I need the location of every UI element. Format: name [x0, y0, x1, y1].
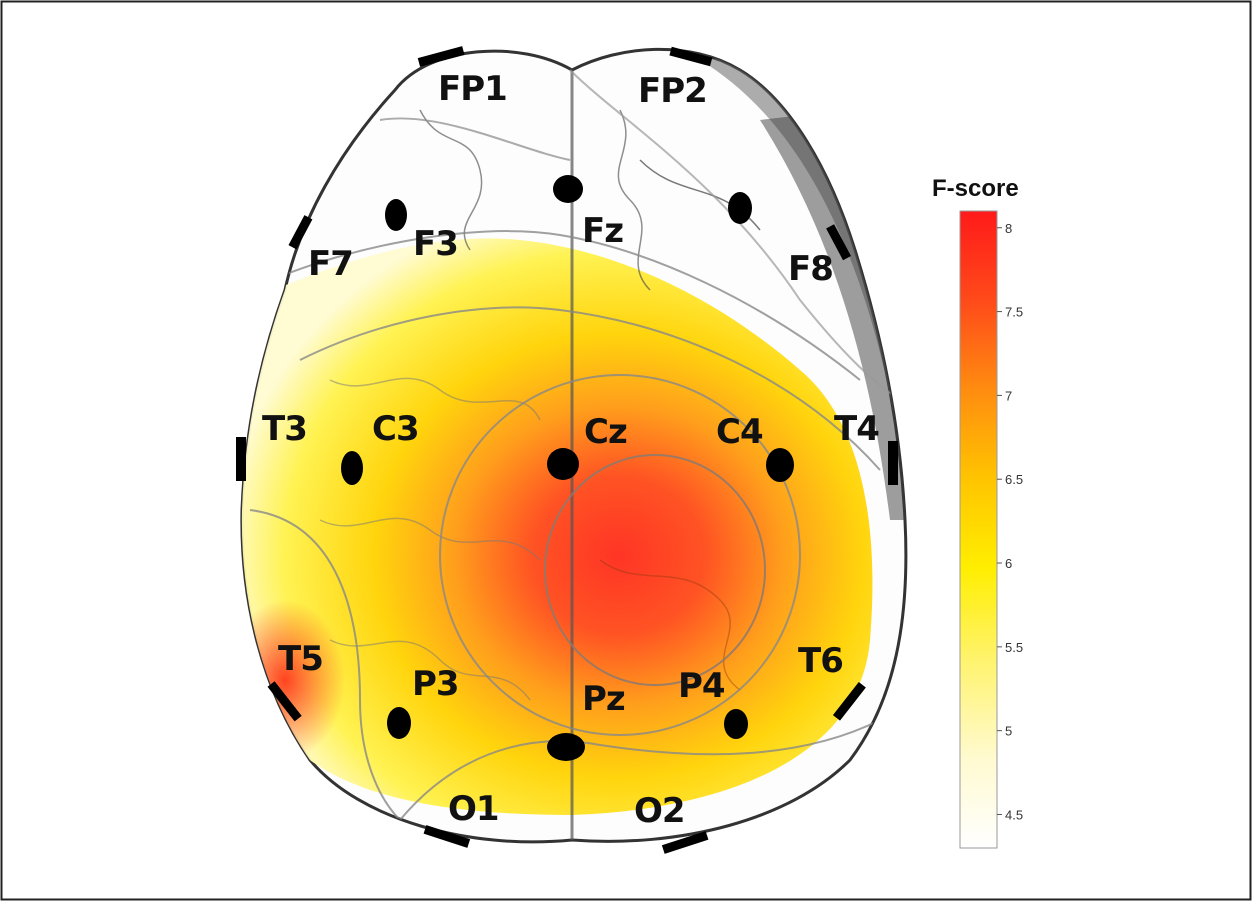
colorbar-tick-label: 8 — [1005, 221, 1012, 236]
electrode-dot-c3 — [341, 451, 363, 485]
colorbar-tick-label: 6.5 — [1005, 472, 1023, 487]
colorbar-tick-label: 7.5 — [1005, 305, 1023, 320]
electrode-label-f7: F7 — [308, 244, 353, 284]
electrode-label-fp1: FP1 — [438, 69, 507, 109]
colorbar-tick-label: 7 — [1005, 388, 1012, 403]
electrode-dot-p4 — [724, 709, 748, 739]
electrode-label-c4: C4 — [716, 412, 763, 452]
colorbar: F-score 4.5 5 5.5 6 6.5 7 7.5 8 — [932, 175, 1023, 848]
electrode-bar-t3 — [236, 437, 246, 481]
electrode-label-f8: F8 — [788, 249, 833, 289]
electrode-label-cz: Cz — [584, 412, 627, 452]
electrode-label-pz: Pz — [582, 679, 625, 719]
electrode-label-o1: O1 — [448, 789, 499, 829]
electrode-label-p4: P4 — [678, 666, 725, 706]
colorbar-tick-label: 5.5 — [1005, 640, 1023, 655]
colorbar-tick-label: 4.5 — [1005, 807, 1023, 822]
electrode-label-t4: T4 — [834, 409, 879, 449]
electrode-label-fp2: FP2 — [638, 71, 707, 111]
electrode-label-t5: T5 — [278, 639, 323, 679]
colorbar-tick-label: 5 — [1005, 724, 1012, 739]
electrode-dot-c4 — [766, 448, 794, 482]
electrode-label-t6: T6 — [798, 641, 843, 681]
colorbar-gradient — [960, 211, 997, 848]
colorbar-ticks: 4.5 5 5.5 6 6.5 7 7.5 8 — [997, 221, 1023, 823]
electrode-label-fz: Fz — [582, 211, 623, 251]
electrode-label-o2: O2 — [634, 791, 685, 831]
electrode-label-t3: T3 — [262, 409, 307, 449]
colorbar-title: F-score — [932, 175, 1019, 202]
electrode-dot-cz — [547, 448, 579, 480]
electrode-dot-pz — [547, 733, 585, 761]
electrode-bar-t4 — [888, 441, 898, 485]
electrode-label-p3: P3 — [412, 664, 459, 704]
electrode-dot-p3 — [387, 707, 411, 739]
electrode-dot-f3 — [385, 199, 407, 231]
electrode-label-c3: C3 — [372, 409, 419, 449]
colorbar-tick-label: 6 — [1005, 556, 1012, 571]
brain-drawing — [225, 40, 930, 842]
electrode-dot-fz — [553, 175, 583, 203]
electrode-dot-f4 — [728, 192, 752, 224]
electrode-label-f3: F3 — [413, 224, 458, 264]
